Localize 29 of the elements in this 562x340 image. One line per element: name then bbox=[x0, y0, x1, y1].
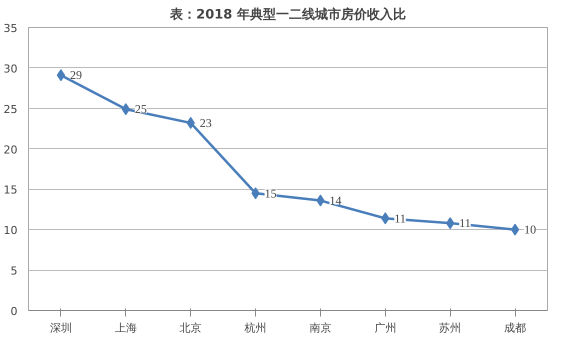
x-tick-label: 南京 bbox=[309, 322, 332, 334]
data-label: 11 bbox=[459, 216, 471, 230]
data-label: 10 bbox=[524, 222, 536, 237]
y-tick-label: 10 bbox=[4, 224, 18, 238]
x-tick-label: 广州 bbox=[374, 322, 396, 334]
y-tick-label: 15 bbox=[4, 184, 18, 197]
x-tick-label: 上海 bbox=[114, 322, 137, 334]
data-label: 29 bbox=[70, 68, 82, 82]
data-label: 15 bbox=[264, 186, 277, 200]
x-tick-label: 杭州 bbox=[244, 322, 267, 334]
data-label: 14 bbox=[329, 194, 342, 208]
y-tick-label: 35 bbox=[4, 22, 18, 35]
point bbox=[56, 69, 66, 82]
x-tick-label: 深圳 bbox=[50, 322, 72, 334]
x-tick-label: 苏州 bbox=[439, 322, 462, 334]
y-tick-label: 0 bbox=[10, 305, 18, 318]
x-tick-label: 成都 bbox=[504, 322, 526, 334]
x-tick-label: 北京 bbox=[180, 322, 202, 334]
point bbox=[251, 187, 260, 200]
y-tick-label: 20 bbox=[4, 143, 18, 156]
y-tick-label: 5 bbox=[10, 264, 18, 278]
data-label: 25 bbox=[134, 102, 147, 116]
data-label: 11 bbox=[394, 211, 406, 226]
point bbox=[510, 224, 520, 236]
data-label: 23 bbox=[200, 116, 212, 130]
chart-title: 表：2018 年典型一二线城市房价收入比 bbox=[169, 6, 406, 22]
y-tick-label: 25 bbox=[4, 102, 18, 116]
y-tick-label: 30 bbox=[4, 62, 18, 76]
point bbox=[316, 194, 325, 207]
